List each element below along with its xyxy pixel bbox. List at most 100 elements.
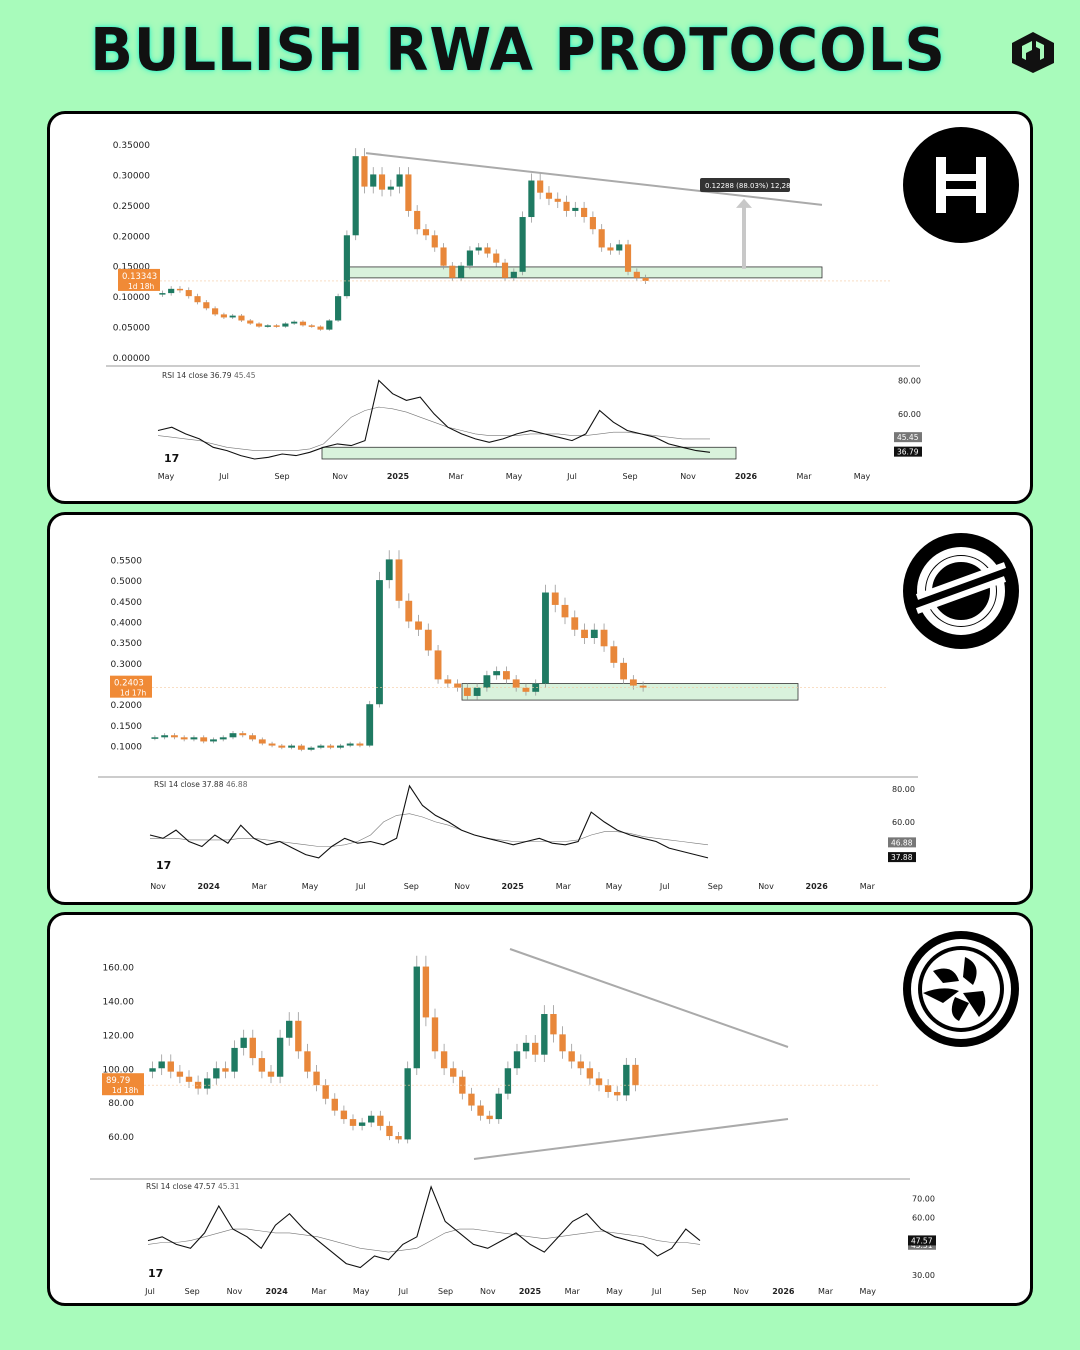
candle: [422, 229, 430, 236]
candle: [286, 1020, 293, 1038]
candle: [519, 217, 526, 272]
time-tick-label: Jul: [144, 1287, 155, 1296]
candle: [273, 325, 280, 327]
candle: [282, 323, 289, 327]
price-tick-label: 0.4500: [111, 598, 143, 608]
price-tick-label: 0.4000: [111, 618, 143, 628]
candle: [633, 271, 640, 278]
time-tick-label: May: [506, 472, 523, 481]
time-tick-label: Mar: [448, 472, 464, 481]
hbar-chart: 0.35000 0.30000 0.25000 0.20000 0.15000 0.100…: [106, 141, 922, 481]
candle: [299, 321, 307, 326]
candle: [366, 704, 374, 746]
candle: [620, 662, 628, 680]
time-tick-label: Mar: [556, 882, 572, 891]
rsi-ma-line: [157, 406, 710, 451]
candle: [180, 737, 188, 740]
candle: [346, 743, 354, 746]
candle: [212, 308, 219, 315]
candle: [434, 650, 442, 680]
time-tick-label: 2024: [266, 1287, 289, 1296]
rsi-tick-label: 70.00: [912, 1194, 935, 1203]
time-tick-label: Nov: [150, 882, 166, 891]
time-tick-label: Jul: [398, 1287, 409, 1296]
measure-label: 0.12288 (88.03%) 12,288: [705, 182, 795, 190]
candle: [387, 186, 394, 190]
candle: [317, 745, 325, 748]
candle: [204, 1078, 211, 1089]
rsi-ma-tag: [894, 432, 922, 443]
price-tick-label: 0.3500: [111, 639, 143, 649]
price-tick-label: 140.00: [103, 997, 135, 1007]
price-tick-label: 0.5000: [111, 577, 143, 587]
candle: [454, 683, 462, 688]
candle: [405, 600, 413, 622]
price-tick-label: 0.15000: [113, 263, 150, 273]
rsi-value-tag: [888, 852, 916, 863]
candle: [170, 735, 178, 738]
candle: [510, 271, 517, 278]
candle: [297, 745, 305, 750]
time-tick-label: 2025: [519, 1287, 542, 1296]
tradingview-logo-icon: 17: [148, 1267, 163, 1280]
ondo-chart: 160.00140.00120.00100.0080.0060.0089.791…: [90, 948, 936, 1296]
candle: [541, 1014, 548, 1055]
stellar-logo-icon: [903, 533, 1019, 649]
candle: [614, 1091, 621, 1096]
time-tick-label: Sep: [622, 472, 637, 481]
candle: [459, 1076, 466, 1094]
time-tick-label: Mar: [796, 472, 812, 481]
candle: [581, 629, 588, 639]
time-tick-label: May: [302, 882, 319, 891]
candle: [545, 192, 553, 199]
time-tick-label: Jul: [566, 472, 577, 481]
candle: [210, 739, 217, 742]
countdown-label: 1d 18h: [112, 1086, 138, 1095]
rsi-value-tag: [908, 1235, 936, 1246]
candle: [468, 1093, 475, 1106]
time-tick-label: Mar: [818, 1287, 834, 1296]
price-tick-label: 60.00: [108, 1133, 134, 1143]
candle: [361, 156, 368, 187]
rsi-tick-label: 80.00: [892, 785, 915, 794]
price-tick-label: 0.5500: [111, 556, 143, 566]
descending-trendline: [365, 152, 823, 206]
current-price-tag: [110, 675, 152, 698]
candle: [267, 1071, 275, 1077]
candle: [370, 174, 377, 187]
time-tick-label: Mar: [252, 882, 268, 891]
price-tick-label: 0.00000: [113, 354, 150, 364]
candle: [532, 683, 540, 692]
time-tick-label: Nov: [480, 1287, 496, 1296]
candle: [278, 745, 286, 748]
candle: [349, 1119, 357, 1126]
price-tick-label: 160.00: [103, 964, 135, 974]
time-tick-label: Sep: [404, 882, 419, 891]
rsi-line: [147, 1185, 701, 1269]
price-tick-label: 0.35000: [113, 141, 150, 151]
candle: [327, 745, 335, 748]
time-tick-label: Mar: [565, 1287, 581, 1296]
hedera-logo-icon: [903, 127, 1019, 243]
candle: [343, 235, 350, 297]
price-tick-label: 0.10000: [113, 293, 150, 303]
rsi-tick-label: 80.00: [898, 376, 921, 385]
time-tick-label: Nov: [733, 1287, 749, 1296]
time-tick-label: Sep: [438, 1287, 453, 1296]
candle: [322, 1085, 329, 1099]
candle: [168, 288, 175, 294]
price-tick-label: 0.05000: [113, 324, 150, 334]
candle: [238, 315, 245, 321]
rsi-ma-tag-label: 45.45: [897, 433, 919, 442]
candle: [222, 1068, 229, 1072]
candle: [308, 325, 315, 327]
candle: [396, 174, 403, 187]
candle: [404, 1068, 411, 1140]
candle: [255, 323, 263, 327]
candle: [629, 679, 637, 686]
time-tick-label: Sep: [691, 1287, 706, 1296]
candle: [590, 629, 598, 639]
candle: [386, 1125, 393, 1137]
current-price-tag: [118, 268, 160, 291]
candle: [219, 737, 227, 740]
